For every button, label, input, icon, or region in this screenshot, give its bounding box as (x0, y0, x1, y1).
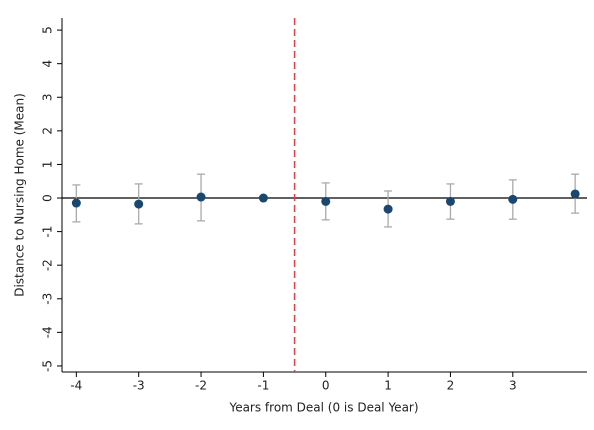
point (71, 198, 81, 208)
point (383, 204, 393, 214)
y-tick-label: 3 (41, 93, 55, 101)
point (508, 194, 518, 204)
y-tick-label: -2 (41, 259, 55, 271)
x-axis-label: Years from Deal (0 is Deal Year) (228, 401, 418, 415)
x-tick-label: -3 (133, 379, 145, 393)
y-tick-label: 1 (41, 161, 55, 169)
y-axis-label: Distance to Nursing Home (Mean) (13, 93, 27, 297)
y-tick-label: -3 (41, 293, 55, 305)
y-tick-label: 2 (41, 127, 55, 135)
x-tick-label: 0 (322, 379, 330, 393)
x-tick-label: -4 (70, 379, 82, 393)
x-tick-label: 1 (384, 379, 392, 393)
y-tick-label: -4 (41, 326, 55, 338)
point (321, 196, 331, 206)
x-tick-label: 2 (447, 379, 455, 393)
x-tick-label: 3 (509, 379, 517, 393)
y-tick-label: 0 (41, 194, 55, 202)
point (258, 193, 268, 203)
x-tick-label: -1 (257, 379, 269, 393)
y-tick-label: 4 (41, 60, 55, 68)
x-tick-label: -2 (195, 379, 207, 393)
point (570, 189, 580, 199)
y-tick-label: 5 (41, 26, 55, 34)
y-tick-label: -1 (41, 226, 55, 238)
point (445, 196, 455, 206)
y-tick-label: -5 (41, 360, 55, 372)
point (134, 199, 144, 209)
point (196, 192, 206, 202)
